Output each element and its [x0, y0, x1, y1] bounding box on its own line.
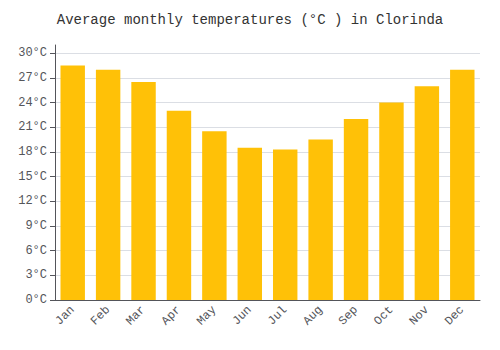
svg-text:Apr: Apr [159, 303, 184, 328]
svg-text:12°C: 12°C [18, 194, 47, 208]
svg-text:3°C: 3°C [25, 268, 47, 282]
svg-text:9°C: 9°C [25, 219, 47, 233]
svg-text:6°C: 6°C [25, 244, 47, 258]
svg-text:27°C: 27°C [18, 71, 47, 85]
svg-text:Aug: Aug [300, 303, 325, 328]
svg-text:Jul: Jul [265, 303, 290, 328]
svg-text:Mar: Mar [123, 303, 148, 328]
svg-text:Oct: Oct [371, 303, 396, 328]
svg-text:Average monthly temperatures (: Average monthly temperatures (°C ) in Cl… [57, 12, 443, 28]
svg-text:30°C: 30°C [18, 46, 47, 60]
svg-text:21°C: 21°C [18, 120, 47, 134]
svg-text:15°C: 15°C [18, 170, 47, 184]
svg-text:Dec: Dec [442, 303, 467, 328]
svg-text:Jan: Jan [53, 303, 78, 328]
svg-text:May: May [194, 303, 219, 328]
svg-text:24°C: 24°C [18, 96, 47, 110]
svg-text:18°C: 18°C [18, 145, 47, 159]
svg-text:0°C: 0°C [25, 293, 47, 307]
svg-text:Sep: Sep [336, 303, 361, 328]
svg-text:Nov: Nov [407, 303, 432, 328]
svg-text:Feb: Feb [88, 303, 113, 328]
svg-text:Jun: Jun [230, 303, 255, 328]
